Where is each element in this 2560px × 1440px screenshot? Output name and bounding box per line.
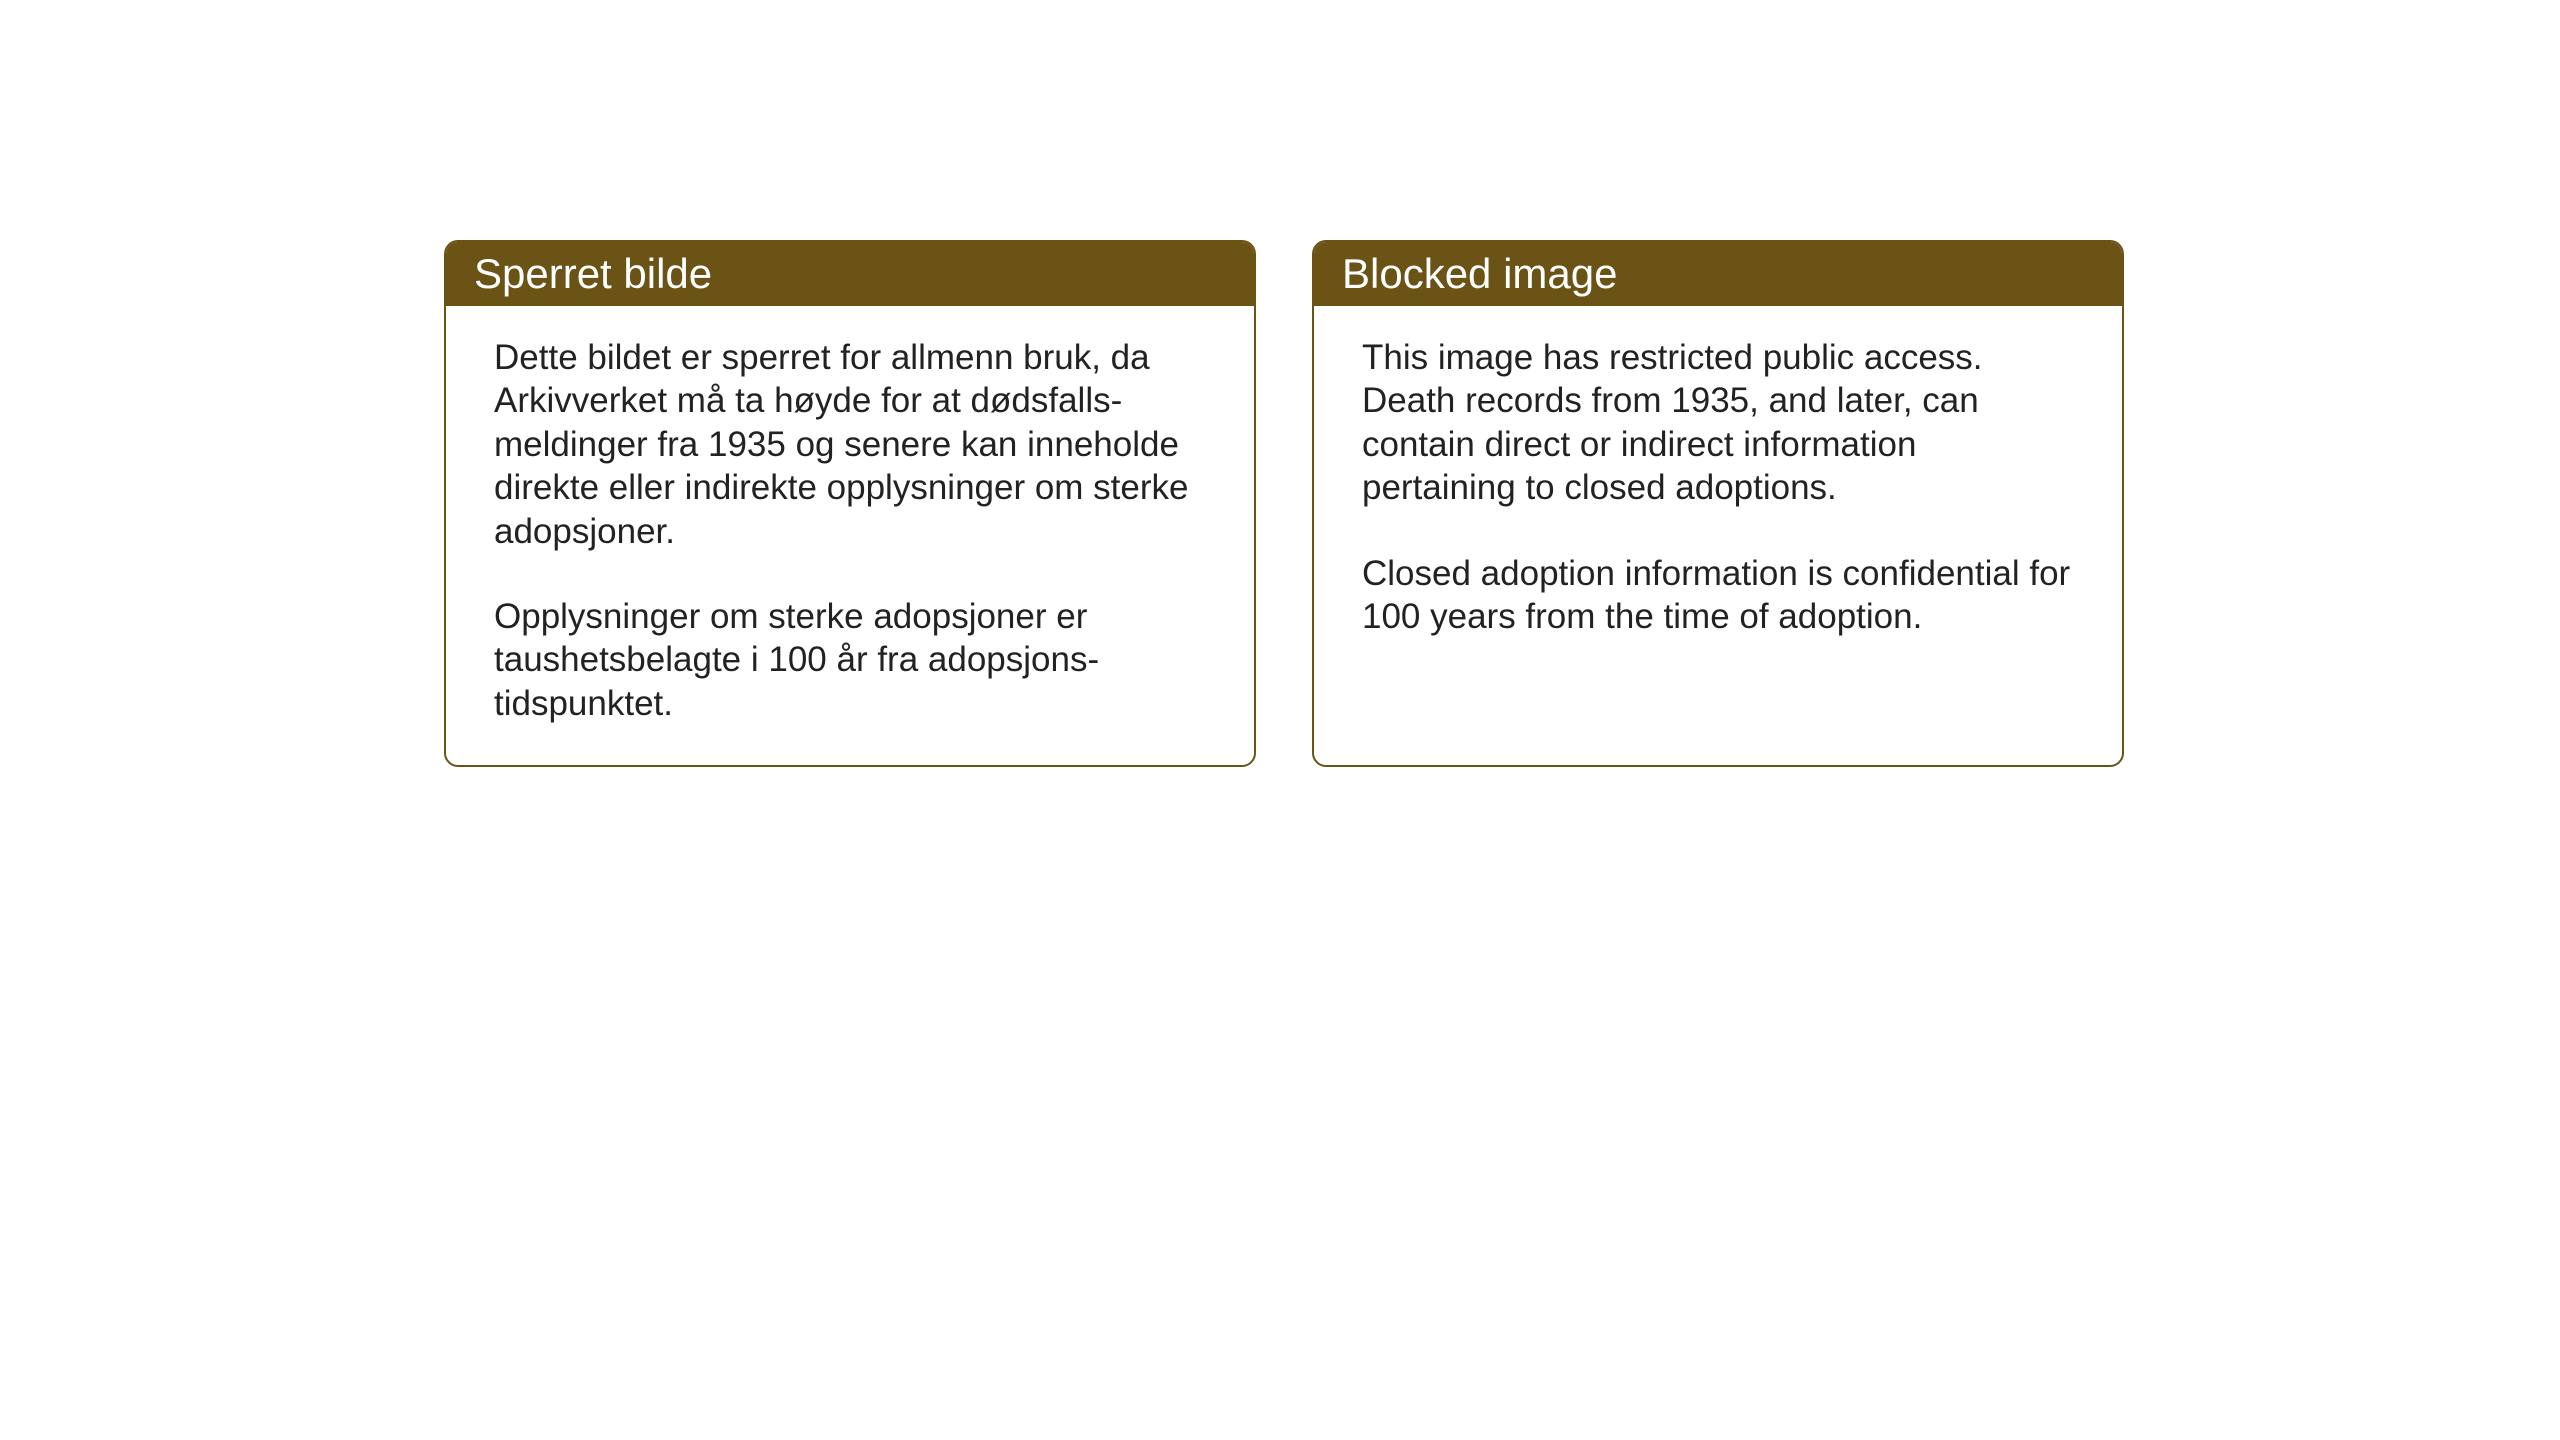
norwegian-card-body: Dette bildet er sperret for allmenn bruk… bbox=[446, 306, 1254, 765]
english-card-body: This image has restricted public access.… bbox=[1314, 306, 2122, 746]
english-card-title: Blocked image bbox=[1314, 242, 2122, 306]
norwegian-paragraph-2: Opplysninger om sterke adopsjoner er tau… bbox=[494, 595, 1206, 725]
norwegian-notice-card: Sperret bilde Dette bildet er sperret fo… bbox=[444, 240, 1256, 767]
norwegian-paragraph-1: Dette bildet er sperret for allmenn bruk… bbox=[494, 336, 1206, 553]
english-paragraph-1: This image has restricted public access.… bbox=[1362, 336, 2074, 510]
norwegian-card-title: Sperret bilde bbox=[446, 242, 1254, 306]
english-paragraph-2: Closed adoption information is confident… bbox=[1362, 552, 2074, 639]
notice-cards-container: Sperret bilde Dette bildet er sperret fo… bbox=[444, 240, 2124, 767]
english-notice-card: Blocked image This image has restricted … bbox=[1312, 240, 2124, 767]
